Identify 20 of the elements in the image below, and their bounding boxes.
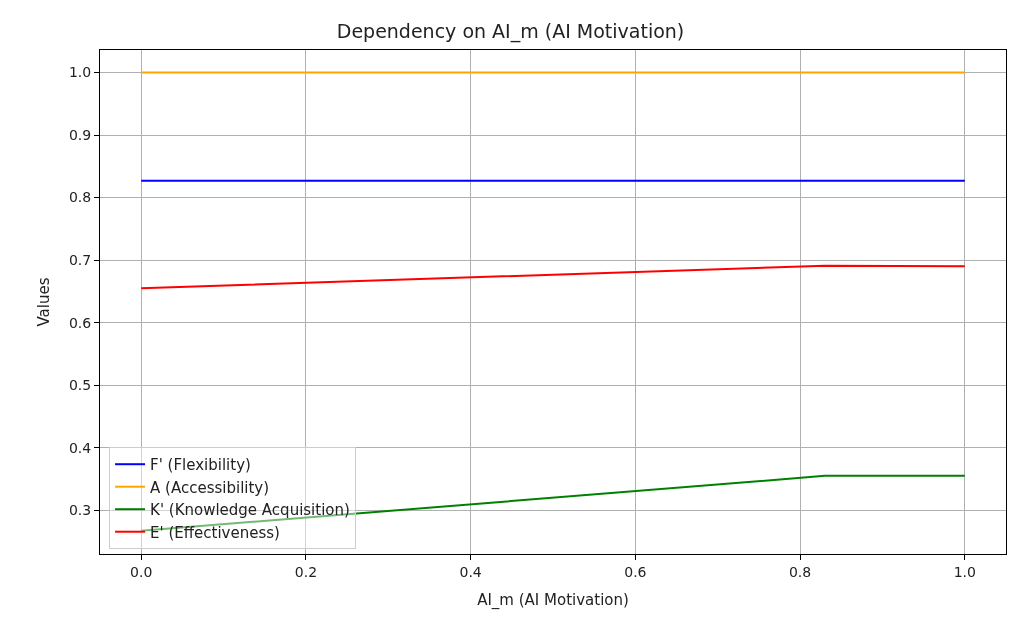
x-tick-label: 0.8	[788, 563, 812, 580]
y-tick-label: 0.6	[68, 314, 92, 331]
y-tick-label: 0.9	[68, 126, 92, 143]
y-tick-label: 1.0	[68, 64, 92, 81]
y-tick-label: 0.8	[68, 189, 92, 206]
y-tick-label: 0.7	[68, 252, 92, 268]
y-tick-label: 0.4	[68, 439, 92, 456]
y-axis-title: Values	[35, 277, 54, 327]
legend-label: K' (Knowledge Acquisition)	[150, 501, 350, 520]
x-tick-label: 1.0	[953, 563, 976, 580]
x-tick-label: 0.0	[130, 563, 153, 580]
x-axis-title: AI_m (AI Motivation)	[477, 590, 629, 610]
x-tick-label: 0.4	[459, 563, 482, 580]
y-tick-label: 0.3	[68, 502, 92, 519]
chart-title: Dependency on AI_m (AI Motivation)	[336, 20, 685, 44]
x-tick-label: 0.6	[624, 563, 647, 580]
legend-label: F' (Flexibility)	[150, 456, 251, 475]
legend-label: A (Accessibility)	[150, 478, 270, 497]
x-tick-label: 0.2	[294, 563, 318, 580]
y-tick-label: 0.5	[68, 377, 92, 394]
